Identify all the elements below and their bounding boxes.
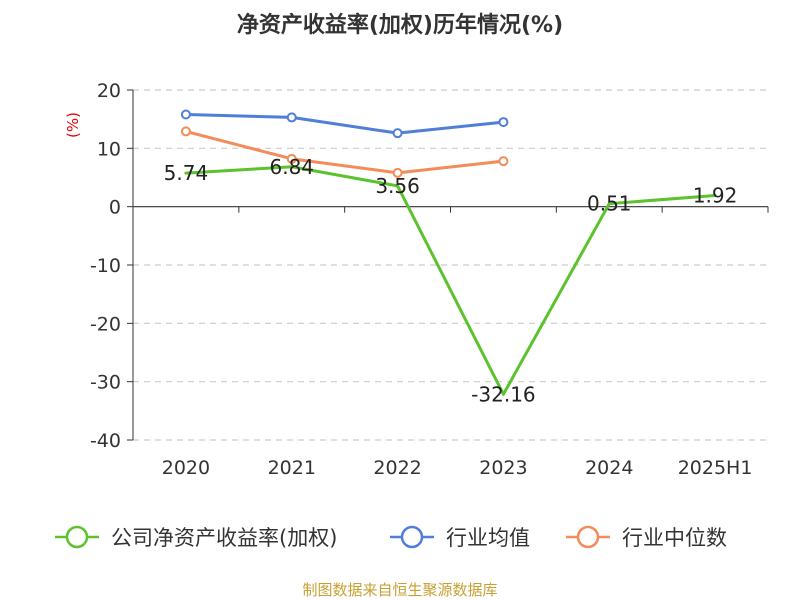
x-tick-label: 2021 — [268, 457, 316, 479]
source-note: 制图数据来自恒生聚源数据库 — [302, 581, 497, 599]
series-行业中位数 — [180, 126, 509, 178]
x-axis: 2020 2021 2022 2023 2024 2025H1 — [132, 206, 769, 479]
series-layer — [180, 109, 717, 396]
data-point — [498, 117, 509, 128]
data-label: 6.84 — [269, 155, 314, 179]
grid-lines — [133, 89, 768, 441]
x-tick-label: 2023 — [479, 457, 527, 479]
chart-title: 净资产收益率(加权)历年情况(%) — [237, 12, 563, 38]
data-label: 5.74 — [164, 161, 209, 185]
legend-item: 公司净资产收益率(加权) — [55, 525, 337, 550]
series-line — [184, 165, 717, 396]
data-label: 0.51 — [587, 192, 632, 216]
x-tick-label: 2024 — [585, 457, 633, 479]
y-tick-label: -40 — [90, 430, 121, 452]
legend-label: 行业中位数 — [622, 526, 727, 550]
y-tick-label: 10 — [97, 138, 121, 160]
data-label: 3.56 — [375, 174, 420, 198]
y-tick-label: -10 — [90, 255, 121, 277]
data-point — [392, 128, 403, 139]
series-line — [184, 113, 505, 135]
y-tick-label: 0 — [109, 197, 121, 219]
data-point — [286, 112, 297, 123]
data-point — [286, 153, 297, 164]
data-label: -32.16 — [471, 382, 535, 406]
series-行业均值 — [180, 109, 509, 139]
y-tick-label: -20 — [90, 313, 121, 335]
legend-label: 行业均值 — [446, 526, 530, 550]
data-point — [180, 126, 191, 137]
legend-swatch-marker — [576, 525, 600, 549]
series-line — [184, 129, 505, 175]
legend-label: 公司净资产收益率(加权) — [111, 526, 337, 550]
data-point — [498, 156, 509, 167]
y-axis-label: (%) — [64, 112, 82, 138]
data-labels: 5.74 6.84 3.56 -32.16 0.51 1.92 — [164, 155, 738, 407]
data-label: 1.92 — [693, 183, 738, 207]
data-point — [180, 109, 191, 120]
legend-item: 行业中位数 — [566, 525, 727, 550]
x-tick-label: 2025H1 — [678, 457, 753, 479]
y-tick-label: -30 — [90, 372, 121, 394]
legend: 公司净资产收益率(加权) 行业均值 行业中位数 — [55, 525, 727, 550]
x-tick-label: 2020 — [162, 457, 210, 479]
legend-swatch-marker — [400, 525, 424, 549]
y-axis: 20 10 0 -10 -20 -30 -40 — [90, 80, 134, 452]
data-point — [392, 167, 403, 178]
series-公司净资产收益率(加权) — [184, 165, 717, 396]
legend-item: 行业均值 — [390, 525, 530, 550]
legend-swatch-marker — [65, 525, 89, 549]
y-tick-label: 20 — [97, 80, 121, 102]
x-tick-label: 2022 — [373, 457, 421, 479]
